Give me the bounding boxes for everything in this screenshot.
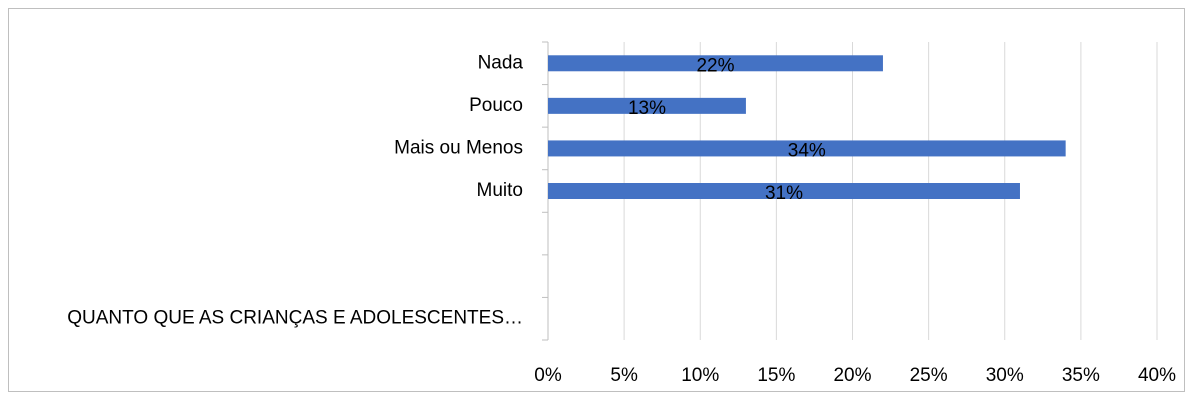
bar [548, 140, 1066, 157]
y-tick-label: Mais ou Menos [394, 137, 523, 158]
x-tick-label: 15% [757, 365, 795, 386]
data-label: 22% [696, 55, 734, 76]
x-tick-label: 30% [986, 365, 1024, 386]
chart-border [8, 8, 1185, 392]
x-tick-label: 10% [681, 365, 719, 386]
y-tick-label: Muito [477, 180, 523, 201]
bar [548, 55, 883, 72]
y-tick-label: QUANTO QUE AS CRIANÇAS E ADOLESCENTES… [67, 308, 523, 329]
data-label: 13% [628, 98, 666, 119]
x-tick-label: 5% [610, 365, 638, 386]
data-label: 31% [765, 183, 803, 204]
x-tick-label: 25% [910, 365, 948, 386]
data-label: 34% [788, 140, 826, 161]
y-tick-label: Nada [478, 52, 524, 73]
y-tick-label: Pouco [469, 95, 523, 116]
bar [548, 97, 746, 114]
bar [548, 183, 1020, 199]
x-tick-label: 35% [1062, 365, 1100, 386]
x-tick-label: 40% [1138, 365, 1176, 386]
x-tick-label: 20% [833, 365, 871, 386]
x-tick-label: 0% [534, 365, 562, 386]
